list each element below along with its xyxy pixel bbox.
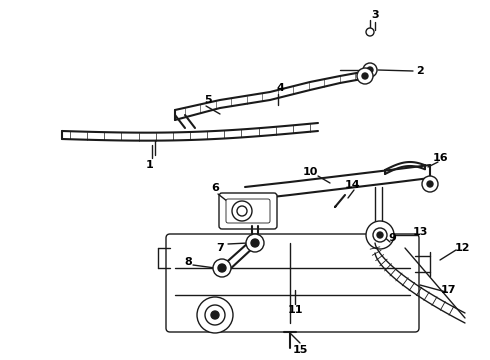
FancyBboxPatch shape xyxy=(226,199,270,223)
Circle shape xyxy=(422,176,438,192)
Circle shape xyxy=(237,206,247,216)
Circle shape xyxy=(213,259,231,277)
FancyBboxPatch shape xyxy=(219,193,277,229)
Circle shape xyxy=(246,234,264,252)
Circle shape xyxy=(366,28,374,36)
Text: 1: 1 xyxy=(146,160,154,170)
Circle shape xyxy=(377,232,383,238)
Text: 12: 12 xyxy=(454,243,470,253)
Circle shape xyxy=(427,181,433,187)
Text: 16: 16 xyxy=(432,153,448,163)
Circle shape xyxy=(232,201,252,221)
Text: 14: 14 xyxy=(344,180,360,190)
Text: 9: 9 xyxy=(388,233,396,243)
FancyBboxPatch shape xyxy=(166,234,419,332)
Circle shape xyxy=(363,63,377,77)
Text: 8: 8 xyxy=(184,257,192,267)
Text: 5: 5 xyxy=(204,95,212,105)
Circle shape xyxy=(362,73,368,79)
Text: 17: 17 xyxy=(440,285,456,295)
Circle shape xyxy=(197,297,233,333)
Circle shape xyxy=(218,264,226,272)
Text: 10: 10 xyxy=(302,167,318,177)
Circle shape xyxy=(367,67,373,73)
Text: 7: 7 xyxy=(216,243,224,253)
Text: 11: 11 xyxy=(287,305,303,315)
Circle shape xyxy=(205,305,225,325)
Circle shape xyxy=(251,239,259,247)
Text: 2: 2 xyxy=(416,66,424,76)
Circle shape xyxy=(211,311,219,319)
Text: 3: 3 xyxy=(371,10,379,20)
Circle shape xyxy=(357,68,373,84)
Text: 4: 4 xyxy=(276,83,284,93)
Text: 13: 13 xyxy=(412,227,428,237)
Circle shape xyxy=(373,228,387,242)
Text: 15: 15 xyxy=(293,345,308,355)
Circle shape xyxy=(366,221,394,249)
Text: 6: 6 xyxy=(211,183,219,193)
